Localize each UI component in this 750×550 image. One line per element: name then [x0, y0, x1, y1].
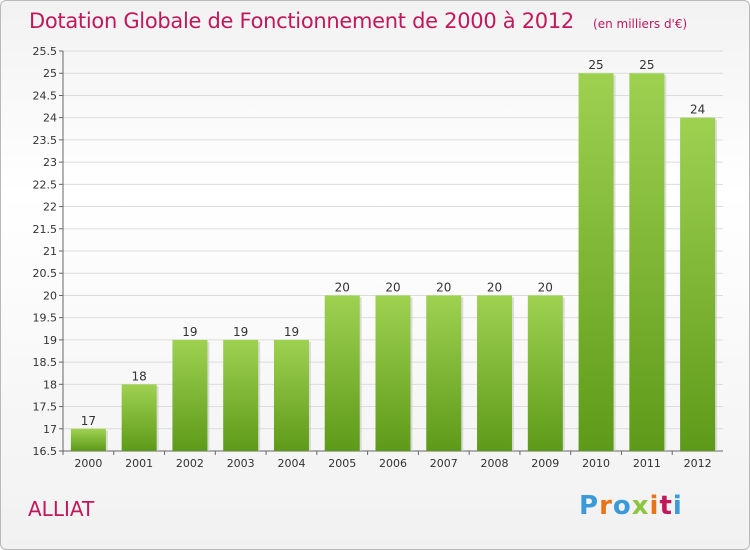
y-tick-label: 16.5: [33, 445, 58, 458]
y-tick-label: 18: [43, 378, 57, 391]
x-tick-label: 2010: [582, 457, 610, 470]
x-tick-label: 2011: [633, 457, 661, 470]
y-tick-label: 23.5: [33, 134, 58, 147]
x-tick-label: 2005: [328, 457, 356, 470]
value-label: 20: [385, 280, 400, 294]
logo-letter: o: [612, 491, 632, 521]
x-tick-label: 2009: [531, 457, 559, 470]
y-tick-label: 17: [43, 423, 57, 436]
y-tick-label: 24: [43, 112, 57, 125]
logo-letter: t: [659, 491, 673, 521]
x-tick-label: 2008: [481, 457, 509, 470]
value-label: 25: [639, 58, 654, 72]
y-tick-label: 25: [43, 67, 57, 80]
y-tick-label: 18.5: [33, 356, 58, 369]
y-tick-label: 21.5: [33, 223, 58, 236]
y-tick-label: 22.5: [33, 178, 58, 191]
bar: [527, 295, 563, 451]
proxiti-logo: Proxiti: [579, 491, 683, 521]
value-label: 18: [132, 369, 147, 383]
value-label: 17: [81, 414, 96, 428]
logo-letter: i: [649, 491, 660, 521]
y-tick-label: 25.5: [33, 45, 58, 58]
title-text: Dotation Globale de Fonctionnement de 20…: [29, 9, 574, 33]
bar: [578, 73, 614, 451]
value-label: 20: [538, 280, 553, 294]
value-label: 20: [335, 280, 350, 294]
bar: [477, 295, 513, 451]
logo-letter: r: [599, 491, 613, 521]
x-tick-label: 2012: [684, 457, 712, 470]
bar: [273, 339, 309, 451]
value-label: 20: [436, 280, 451, 294]
bar: [629, 73, 665, 451]
y-tick-label: 19: [43, 334, 57, 347]
y-tick-label: 23: [43, 156, 57, 169]
logo-letter: x: [631, 491, 650, 521]
y-tick-label: 20.5: [33, 267, 58, 280]
value-label: 25: [588, 58, 603, 72]
y-tick-label: 22: [43, 201, 57, 214]
value-label: 19: [284, 325, 299, 339]
x-tick-label: 2007: [430, 457, 458, 470]
value-label: 19: [182, 325, 197, 339]
x-tick-label: 2004: [277, 457, 305, 470]
x-tick-label: 2002: [176, 457, 204, 470]
x-tick-label: 2001: [125, 457, 153, 470]
y-tick-labels: 16.5 17 17.5 18 18.5 19 19.5 20 20.5 21 21.5 22 22.5…: [33, 45, 58, 458]
x-tick-labels: 2000 2001 2002 2003 2004 2005 2006 2007 2008 2009…: [74, 457, 711, 470]
x-tick-label: 2000: [74, 457, 102, 470]
logo-letter: i: [672, 491, 683, 521]
bar: [223, 339, 259, 451]
value-label: 20: [487, 280, 502, 294]
y-tick-label: 21: [43, 245, 57, 258]
bars: [70, 73, 718, 452]
x-tick-label: 2003: [227, 457, 255, 470]
x-tick-label: 2006: [379, 457, 407, 470]
value-label: 19: [233, 325, 248, 339]
bar: [426, 295, 462, 451]
bar: [324, 295, 360, 451]
y-tick-label: 19.5: [33, 312, 58, 325]
bar: [70, 428, 106, 451]
bar: [680, 117, 716, 452]
y-tick-label: 24.5: [33, 89, 58, 102]
y-tick-label: 20: [43, 289, 57, 302]
value-labels: 17 18 19 19 19 20 20 20 20 20 25 25 24: [81, 58, 706, 428]
chart-title: Dotation Globale de Fonctionnement de 20…: [29, 9, 687, 33]
bar: [375, 295, 411, 451]
value-label: 24: [690, 103, 705, 117]
logo-letter: P: [579, 491, 600, 521]
bar: [172, 339, 208, 451]
y-tick-label: 17.5: [33, 401, 58, 414]
bar: [121, 384, 157, 451]
commune-name: ALLIAT: [28, 497, 95, 521]
unit-text: (en milliers d'€): [593, 17, 688, 31]
